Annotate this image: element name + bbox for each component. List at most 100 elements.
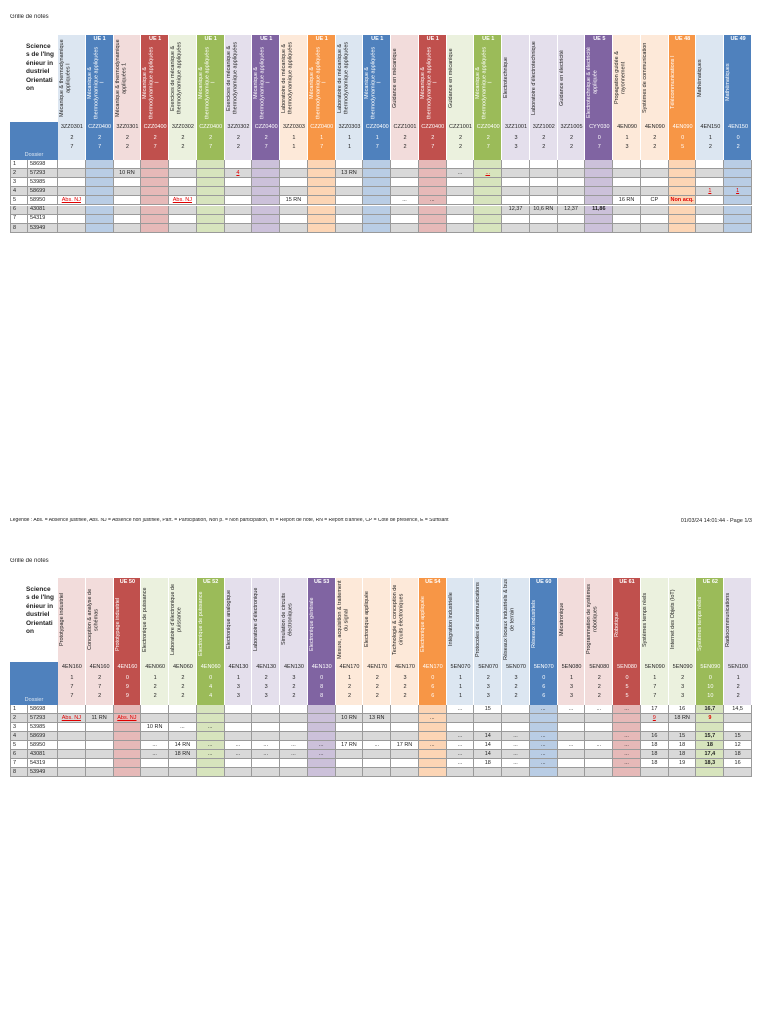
- empty-cell: [58, 723, 86, 732]
- grade-cell: ...: [613, 705, 641, 714]
- column-header: [529, 578, 558, 662]
- credit-value: 0: [681, 135, 685, 141]
- credit-value: 3: [570, 684, 574, 690]
- course-code: 4EN150: [700, 124, 721, 130]
- dossier-number: 53949: [28, 223, 58, 233]
- empty-cell: [169, 214, 197, 224]
- credit-value: 2: [153, 693, 157, 699]
- column-title: Programmation de systèmes robotiques: [586, 584, 599, 655]
- empty-cell: [252, 187, 281, 197]
- credit-value: 2: [597, 693, 601, 699]
- empty-cell: [418, 169, 447, 179]
- empty-cell: [474, 714, 503, 723]
- empty-cell: [668, 160, 697, 170]
- code-cell: [113, 122, 142, 160]
- course-code: 5EN070: [450, 664, 471, 670]
- grade-cell: 18: [696, 741, 725, 750]
- credit-value: 2: [570, 135, 574, 141]
- empty-cell: [307, 160, 336, 170]
- empty-cell: [446, 205, 475, 215]
- code-cell: [529, 122, 558, 160]
- row-index: 8: [10, 223, 28, 233]
- course-code: 4EN130: [284, 664, 304, 670]
- code-cell: [363, 662, 392, 705]
- code-cell: [113, 662, 142, 705]
- course-code: 3ZZ1005: [560, 124, 583, 130]
- ue-label: UE 1: [204, 36, 217, 42]
- empty-cell: [724, 214, 752, 224]
- corner-title: Sciences de l'Ingénieur industriel Orien…: [26, 43, 54, 93]
- empty-cell: [58, 214, 86, 224]
- empty-cell: [363, 187, 392, 197]
- empty-cell: [391, 205, 419, 215]
- empty-cell: [252, 196, 281, 206]
- grade-cell: 18 RN: [169, 750, 197, 759]
- column-header: [613, 35, 641, 122]
- code-cell: [640, 662, 669, 705]
- credit-value: 2: [98, 693, 102, 699]
- course-code: 4EN130: [256, 664, 277, 670]
- row-index: 3: [10, 178, 28, 188]
- column-header: [640, 35, 669, 122]
- column-header: [335, 35, 364, 122]
- empty-cell: [113, 705, 142, 714]
- empty-cell: [585, 187, 614, 197]
- credit-value: 2: [292, 684, 296, 690]
- empty-cell: [696, 178, 725, 188]
- course-code: CZZ0400: [421, 124, 445, 130]
- empty-cell: [224, 759, 253, 768]
- empty-cell: [391, 768, 419, 777]
- column-title: Electronique de puissance: [142, 587, 149, 652]
- empty-cell: [640, 178, 669, 188]
- column-title: Mécanique & thermodynamique appliquées 1: [114, 39, 127, 117]
- empty-cell: [502, 196, 530, 206]
- grade-cell: 15: [474, 705, 503, 714]
- credit-value: 10: [707, 684, 714, 690]
- credit-value: 1: [347, 144, 351, 150]
- code-cell: [224, 662, 253, 705]
- empty-cell: [585, 750, 614, 759]
- empty-cell: [474, 223, 503, 233]
- empty-cell: [169, 205, 197, 215]
- column-title: Télécommunications I: [669, 55, 676, 110]
- empty-cell: [529, 223, 558, 233]
- column-title: Exercices de mécanique & thermodynamique…: [170, 41, 183, 115]
- code-cell: [252, 122, 281, 160]
- row-index: 3: [10, 723, 28, 732]
- empty-cell: [585, 759, 614, 768]
- credit-value: 2: [403, 684, 407, 690]
- ue-label: UE 60: [536, 579, 552, 585]
- empty-cell: [585, 196, 614, 206]
- grade-cell: ...: [446, 741, 475, 750]
- empty-cell: [335, 214, 364, 224]
- column-title: Mécanique & thermodynamique appliquées I: [419, 46, 439, 119]
- empty-cell: [141, 214, 170, 224]
- empty-cell: [724, 169, 752, 179]
- empty-cell: [335, 732, 364, 741]
- empty-cell: [418, 705, 447, 714]
- grade-cell: ...: [224, 741, 253, 750]
- empty-cell: [696, 723, 725, 732]
- column-title: Robotique: [614, 611, 621, 637]
- credit-value: 2: [431, 135, 435, 141]
- empty-cell: [529, 714, 558, 723]
- empty-cell: [724, 223, 752, 233]
- credit-value: 3: [514, 144, 518, 150]
- credit-value: 2: [681, 675, 685, 681]
- credit-value: 9: [125, 693, 129, 699]
- course-code: CZZ1001: [393, 124, 417, 130]
- credit-value: 1: [570, 675, 574, 681]
- empty-cell: [418, 732, 447, 741]
- code-cell: [585, 122, 614, 160]
- credit-value: 3: [681, 693, 685, 699]
- grade-cell: 13 RN: [363, 714, 392, 723]
- course-code: 5EN090: [700, 664, 721, 670]
- empty-cell: [502, 705, 530, 714]
- empty-cell: [363, 732, 392, 741]
- column-header: [113, 578, 142, 662]
- course-code: 5EN080: [617, 664, 637, 670]
- empty-cell: [668, 205, 697, 215]
- ue-label: UE 5: [593, 36, 606, 42]
- empty-cell: [335, 723, 364, 732]
- code-cell: [141, 122, 170, 160]
